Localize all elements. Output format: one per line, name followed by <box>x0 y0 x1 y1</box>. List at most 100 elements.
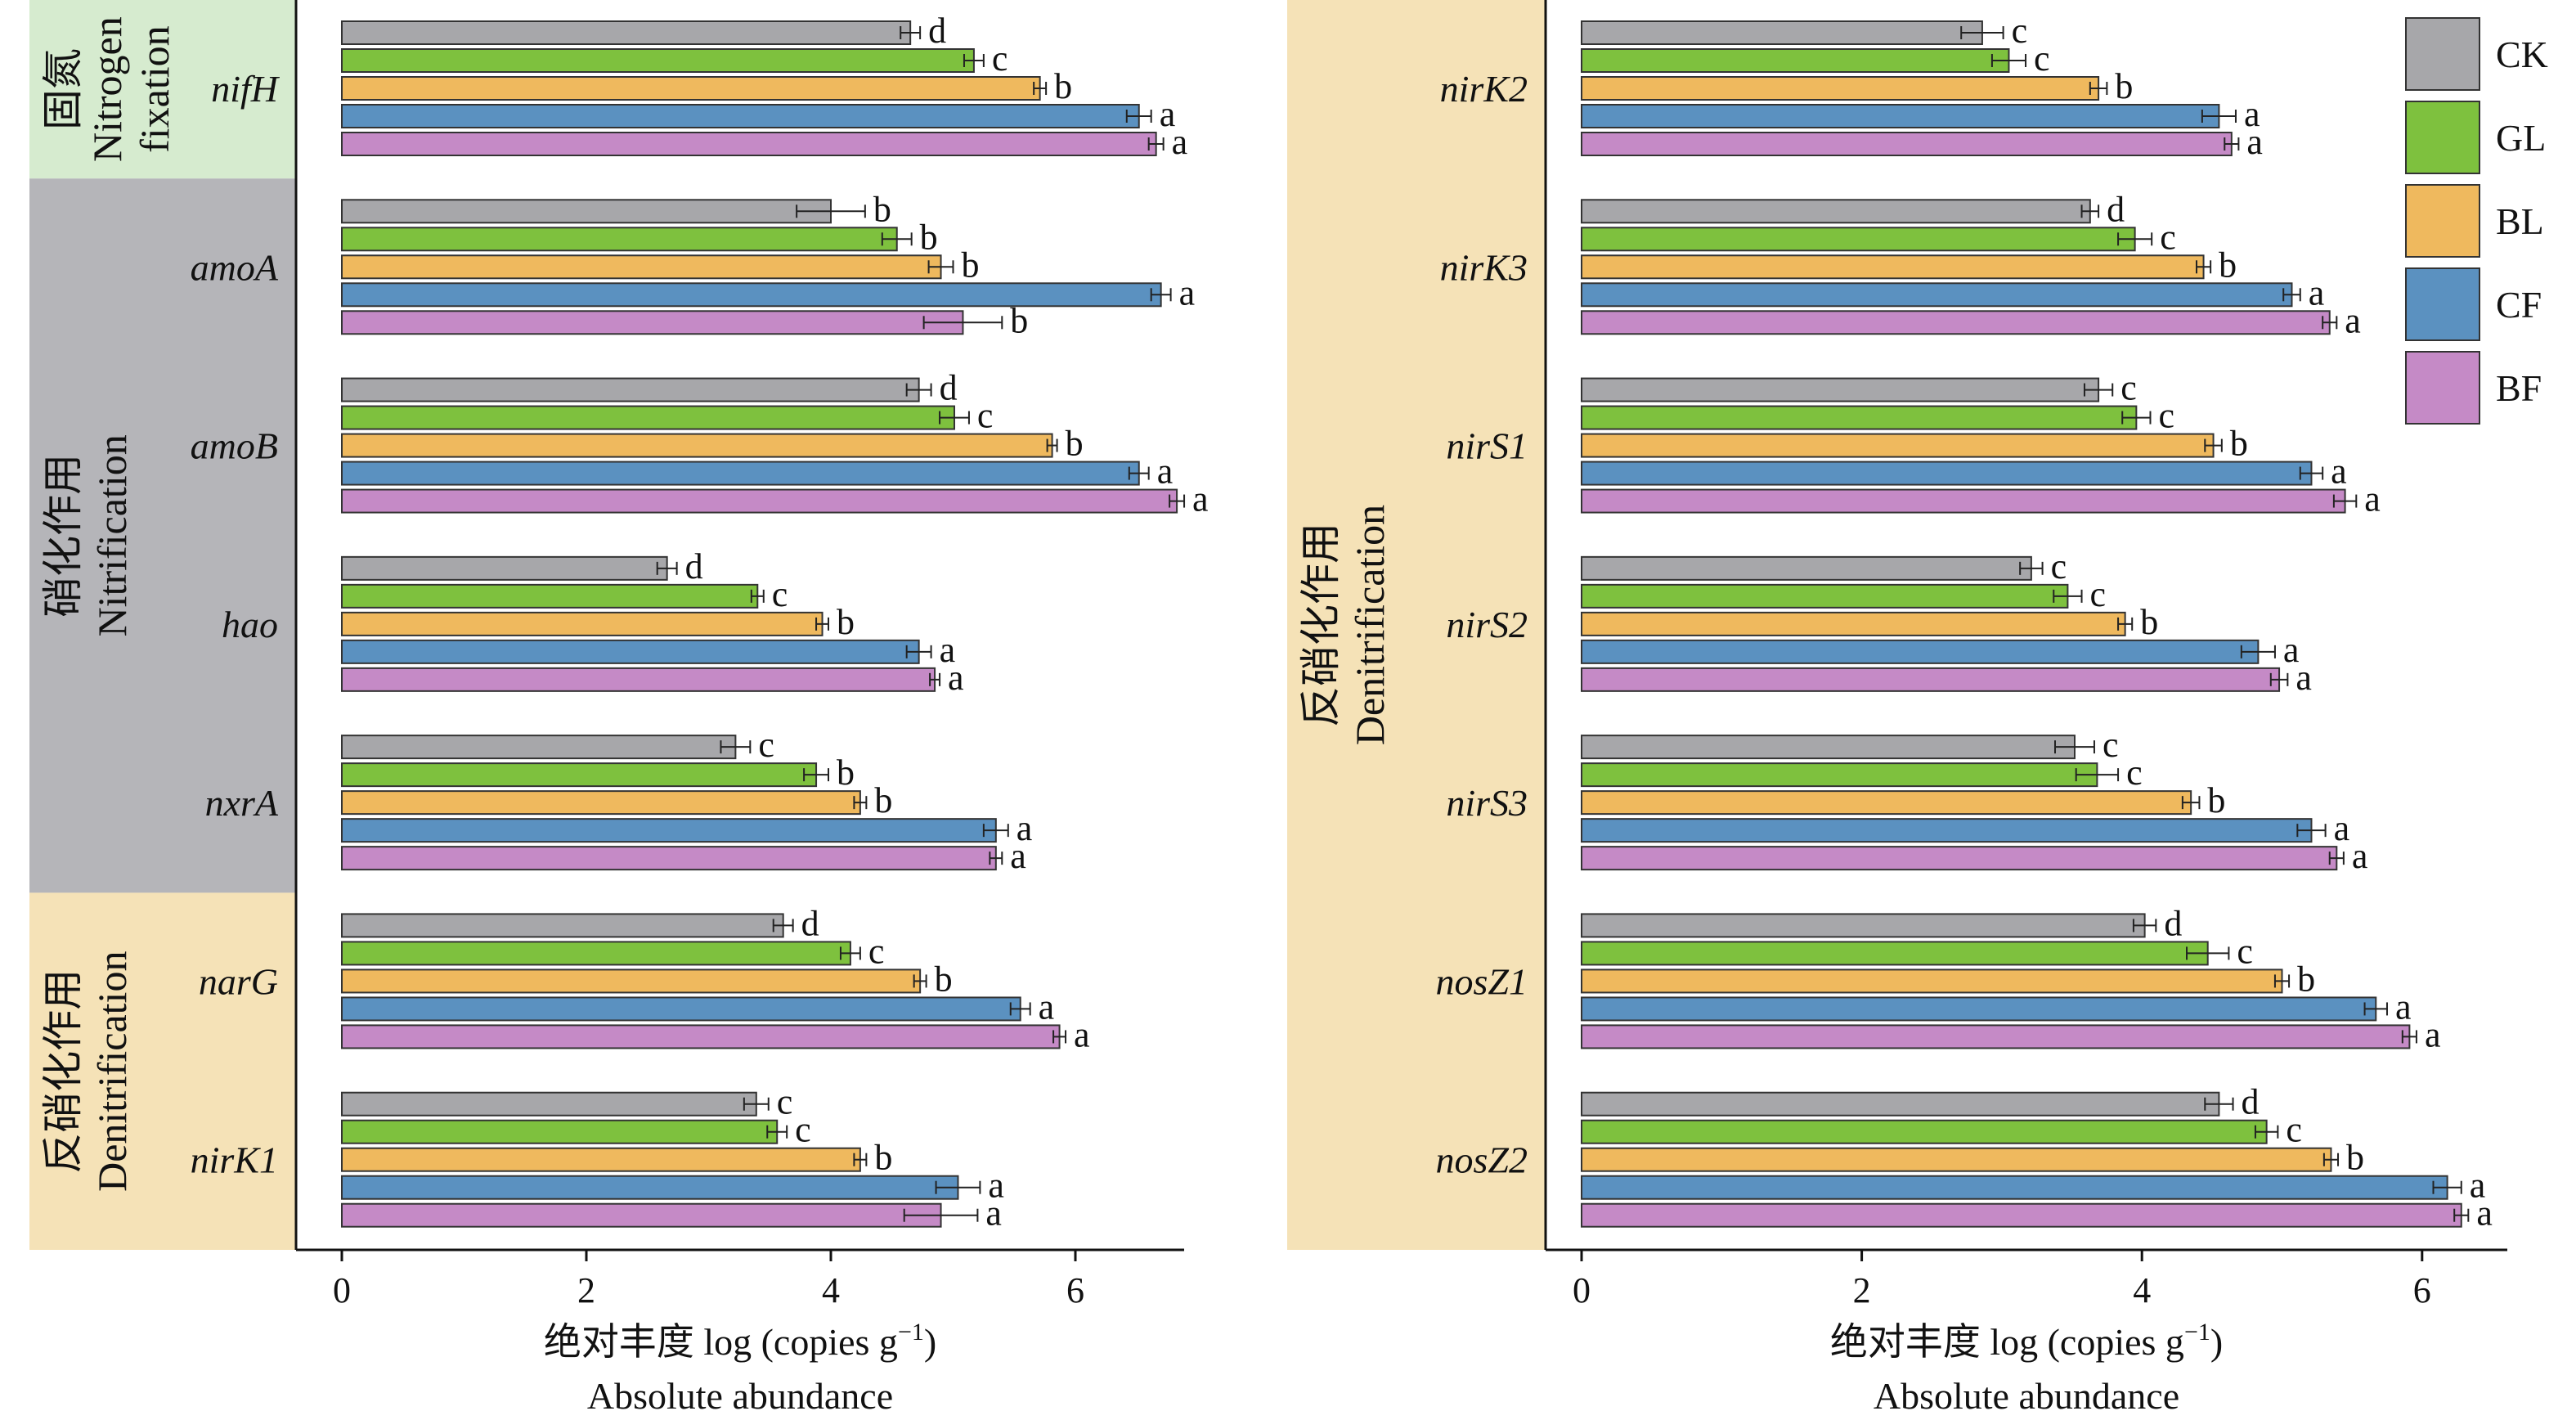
significance-letter: b <box>962 245 980 285</box>
significance-letter: b <box>873 189 891 229</box>
bar-nxrA-BL <box>341 790 861 816</box>
gene-label-narG: narG <box>199 960 278 1002</box>
significance-letter: d <box>2164 903 2182 943</box>
group-band-0 <box>29 0 296 179</box>
bar-nirS3-GL <box>1581 762 2098 788</box>
bar-nirK3-BL <box>1581 254 2205 280</box>
x-tick-label: 0 <box>1573 1270 1591 1310</box>
legend-label-CK: CK <box>2496 34 2548 75</box>
gene-label-hao: hao <box>222 604 278 645</box>
bar-nirK2-CK <box>1581 20 1983 45</box>
bar-amoA-BF <box>341 310 964 335</box>
bar-nirS2-BL <box>1581 611 2126 636</box>
bar-nirS2-BF <box>1581 667 2281 692</box>
group-label-cn: 固氮 <box>40 48 86 130</box>
significance-letter: c <box>2160 217 2176 257</box>
bar-nxrA-GL <box>341 762 818 788</box>
gene-label-amoA: amoA <box>191 246 279 288</box>
bar-amoA-GL <box>341 227 898 252</box>
bar-amoB-CF <box>341 461 1140 486</box>
legend-swatch-CK <box>2405 17 2480 91</box>
bar-nosZ1-BL <box>1581 968 2283 994</box>
significance-letter: b <box>2207 780 2225 820</box>
bar-nosZ2-CK <box>1581 1091 2220 1117</box>
gene-label-nirK3: nirK3 <box>1440 246 1528 288</box>
legend-label-CF: CF <box>2496 284 2542 326</box>
significance-letter: b <box>837 753 855 793</box>
bar-nirK3-BF <box>1581 310 2331 335</box>
significance-letter: d <box>801 903 819 943</box>
legend-swatch-BL <box>2405 184 2480 258</box>
significance-letter: b <box>874 780 892 820</box>
bar-nosZ2-CF <box>1581 1175 2448 1200</box>
bar-nirS1-CF <box>1581 461 2313 486</box>
significance-letter: b <box>2230 424 2248 464</box>
legend-label-GL: GL <box>2496 117 2546 159</box>
significance-letter: a <box>1179 272 1196 312</box>
bar-nirS1-BL <box>1581 433 2215 458</box>
bar-nirS2-CF <box>1581 639 2260 664</box>
bar-nirS2-CK <box>1581 555 2032 581</box>
bar-nirS2-GL <box>1581 583 2069 609</box>
bar-nosZ1-CF <box>1581 996 2377 1022</box>
bar-nosZ2-BF <box>1581 1202 2462 1228</box>
significance-letter: b <box>920 217 938 257</box>
significance-letter: b <box>2346 1138 2364 1178</box>
bar-amoB-CK <box>341 377 920 402</box>
gene-label-amoB: amoB <box>191 425 278 467</box>
bar-nirS3-BL <box>1581 790 2192 816</box>
bar-nirS1-GL <box>1581 405 2138 430</box>
bar-hao-BL <box>341 611 824 636</box>
significance-letter: c <box>977 396 994 436</box>
x-tick-label: 2 <box>1853 1270 1871 1310</box>
bar-nosZ2-GL <box>1581 1119 2268 1144</box>
legend-swatch-CF <box>2405 267 2480 341</box>
significance-letter: a <box>2244 94 2260 134</box>
group-band-0 <box>1287 0 1546 1250</box>
legend: CK GL BL CF BF <box>2405 17 2548 425</box>
significance-letter: b <box>935 959 953 999</box>
bar-hao-CF <box>341 639 920 664</box>
right-panel: 反硝化作用 DenitrificationnirK2ccbaanirK3dcbaa… <box>1287 0 2507 1417</box>
group-label-cn: 反硝化作用 <box>40 969 86 1174</box>
x-tick-label: 6 <box>1066 1270 1084 1310</box>
significance-letter: a <box>2283 630 2300 670</box>
bar-amoB-BL <box>341 433 1053 458</box>
significance-letter: a <box>2476 1193 2493 1234</box>
gene-label-nosZ2: nosZ2 <box>1436 1139 1528 1181</box>
significance-letter: a <box>1172 122 1188 162</box>
significance-letter: c <box>2126 753 2143 793</box>
bar-nosZ1-GL <box>1581 941 2209 966</box>
bar-nirS3-CF <box>1581 818 2313 843</box>
gene-label-nirS2: nirS2 <box>1446 604 1528 645</box>
bar-amoA-BL <box>341 254 942 280</box>
bar-narG-BL <box>341 968 922 994</box>
legend-label-BF: BF <box>2496 367 2542 409</box>
significance-letter: d <box>685 546 703 586</box>
group-label-en-line1: Nitrogen <box>84 16 130 162</box>
significance-letter: c <box>2051 546 2067 586</box>
x-axis-title-en: Absolute abundance <box>1874 1375 2179 1417</box>
significance-letter: a <box>2246 122 2263 162</box>
significance-letter: a <box>2334 808 2350 848</box>
significance-letter: a <box>948 658 964 698</box>
significance-letter: a <box>1016 808 1033 848</box>
bar-nirK1-CF <box>341 1175 959 1200</box>
significance-letter: c <box>2158 396 2174 436</box>
bar-nifH-CF <box>341 104 1140 128</box>
group-band-1 <box>29 178 296 893</box>
significance-letter: c <box>777 1082 793 1122</box>
bar-nirK1-BL <box>341 1147 861 1172</box>
gene-label-nirS1: nirS1 <box>1446 425 1528 467</box>
bar-amoB-GL <box>341 405 955 430</box>
significance-letter: c <box>2237 931 2253 971</box>
significance-letter: c <box>2034 38 2050 79</box>
gene-label-nirS3: nirS3 <box>1446 782 1528 824</box>
bar-nirK2-BL <box>1581 76 2100 101</box>
significance-letter: b <box>1054 66 1072 106</box>
bar-nirK2-BF <box>1581 132 2233 156</box>
gene-label-nirK2: nirK2 <box>1440 68 1528 110</box>
bar-nirS1-BF <box>1581 488 2346 514</box>
bar-amoA-CF <box>341 282 1162 308</box>
significance-letter: c <box>2012 11 2028 51</box>
